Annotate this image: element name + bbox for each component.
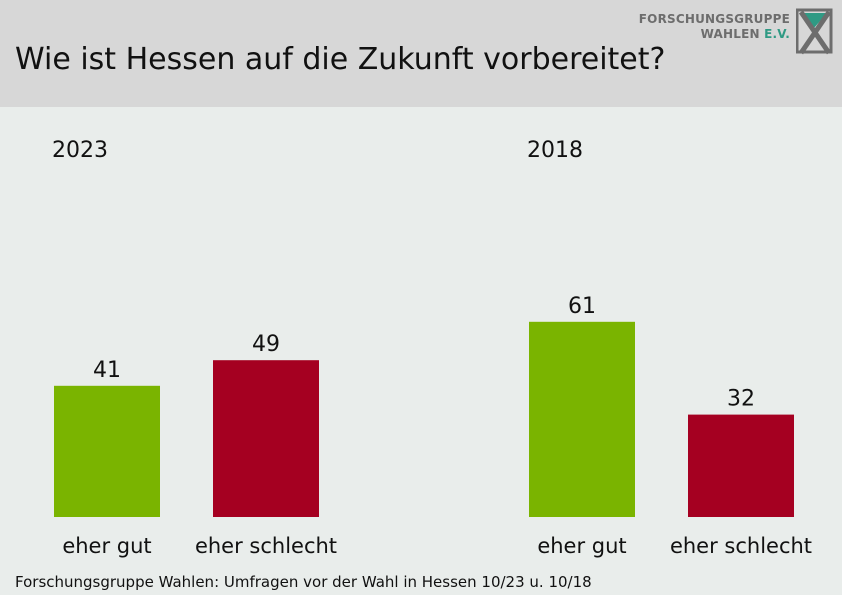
- category-label-2023-1: eher schlecht: [195, 534, 337, 558]
- bar-2023-0: [54, 385, 160, 517]
- logo-x-icon: [796, 8, 833, 55]
- panel-label-2023: 2023: [52, 138, 108, 163]
- data-label-2023-1: 49: [252, 332, 280, 357]
- category-label-2018-0: eher gut: [537, 534, 626, 558]
- category-label-2018-1: eher schlecht: [670, 534, 812, 558]
- category-label-2023-0: eher gut: [62, 534, 151, 558]
- logo-text-line2: WAHLEN E.V.: [701, 27, 790, 41]
- data-label-2023-0: 41: [93, 358, 121, 383]
- logo: FORSCHUNGSGRUPPE WAHLEN E.V.: [638, 8, 836, 58]
- page-title: Wie ist Hessen auf die Zukunft vorbereit…: [15, 42, 666, 77]
- logo-text-line1: FORSCHUNGSGRUPPE: [638, 12, 790, 26]
- header-band: Wie ist Hessen auf die Zukunft vorbereit…: [0, 0, 842, 107]
- logo-text-wahlen: WAHLEN: [700, 27, 765, 41]
- bar-2023-1: [213, 360, 319, 517]
- source-note: Forschungsgruppe Wahlen: Umfragen vor de…: [15, 573, 592, 591]
- panel-label-2018: 2018: [527, 138, 583, 163]
- bar-2018-1: [688, 414, 794, 517]
- data-label-2018-1: 32: [727, 387, 755, 412]
- bar-2018-0: [529, 321, 635, 517]
- logo-text-ev: E.V.: [764, 27, 790, 41]
- data-label-2018-0: 61: [568, 294, 596, 319]
